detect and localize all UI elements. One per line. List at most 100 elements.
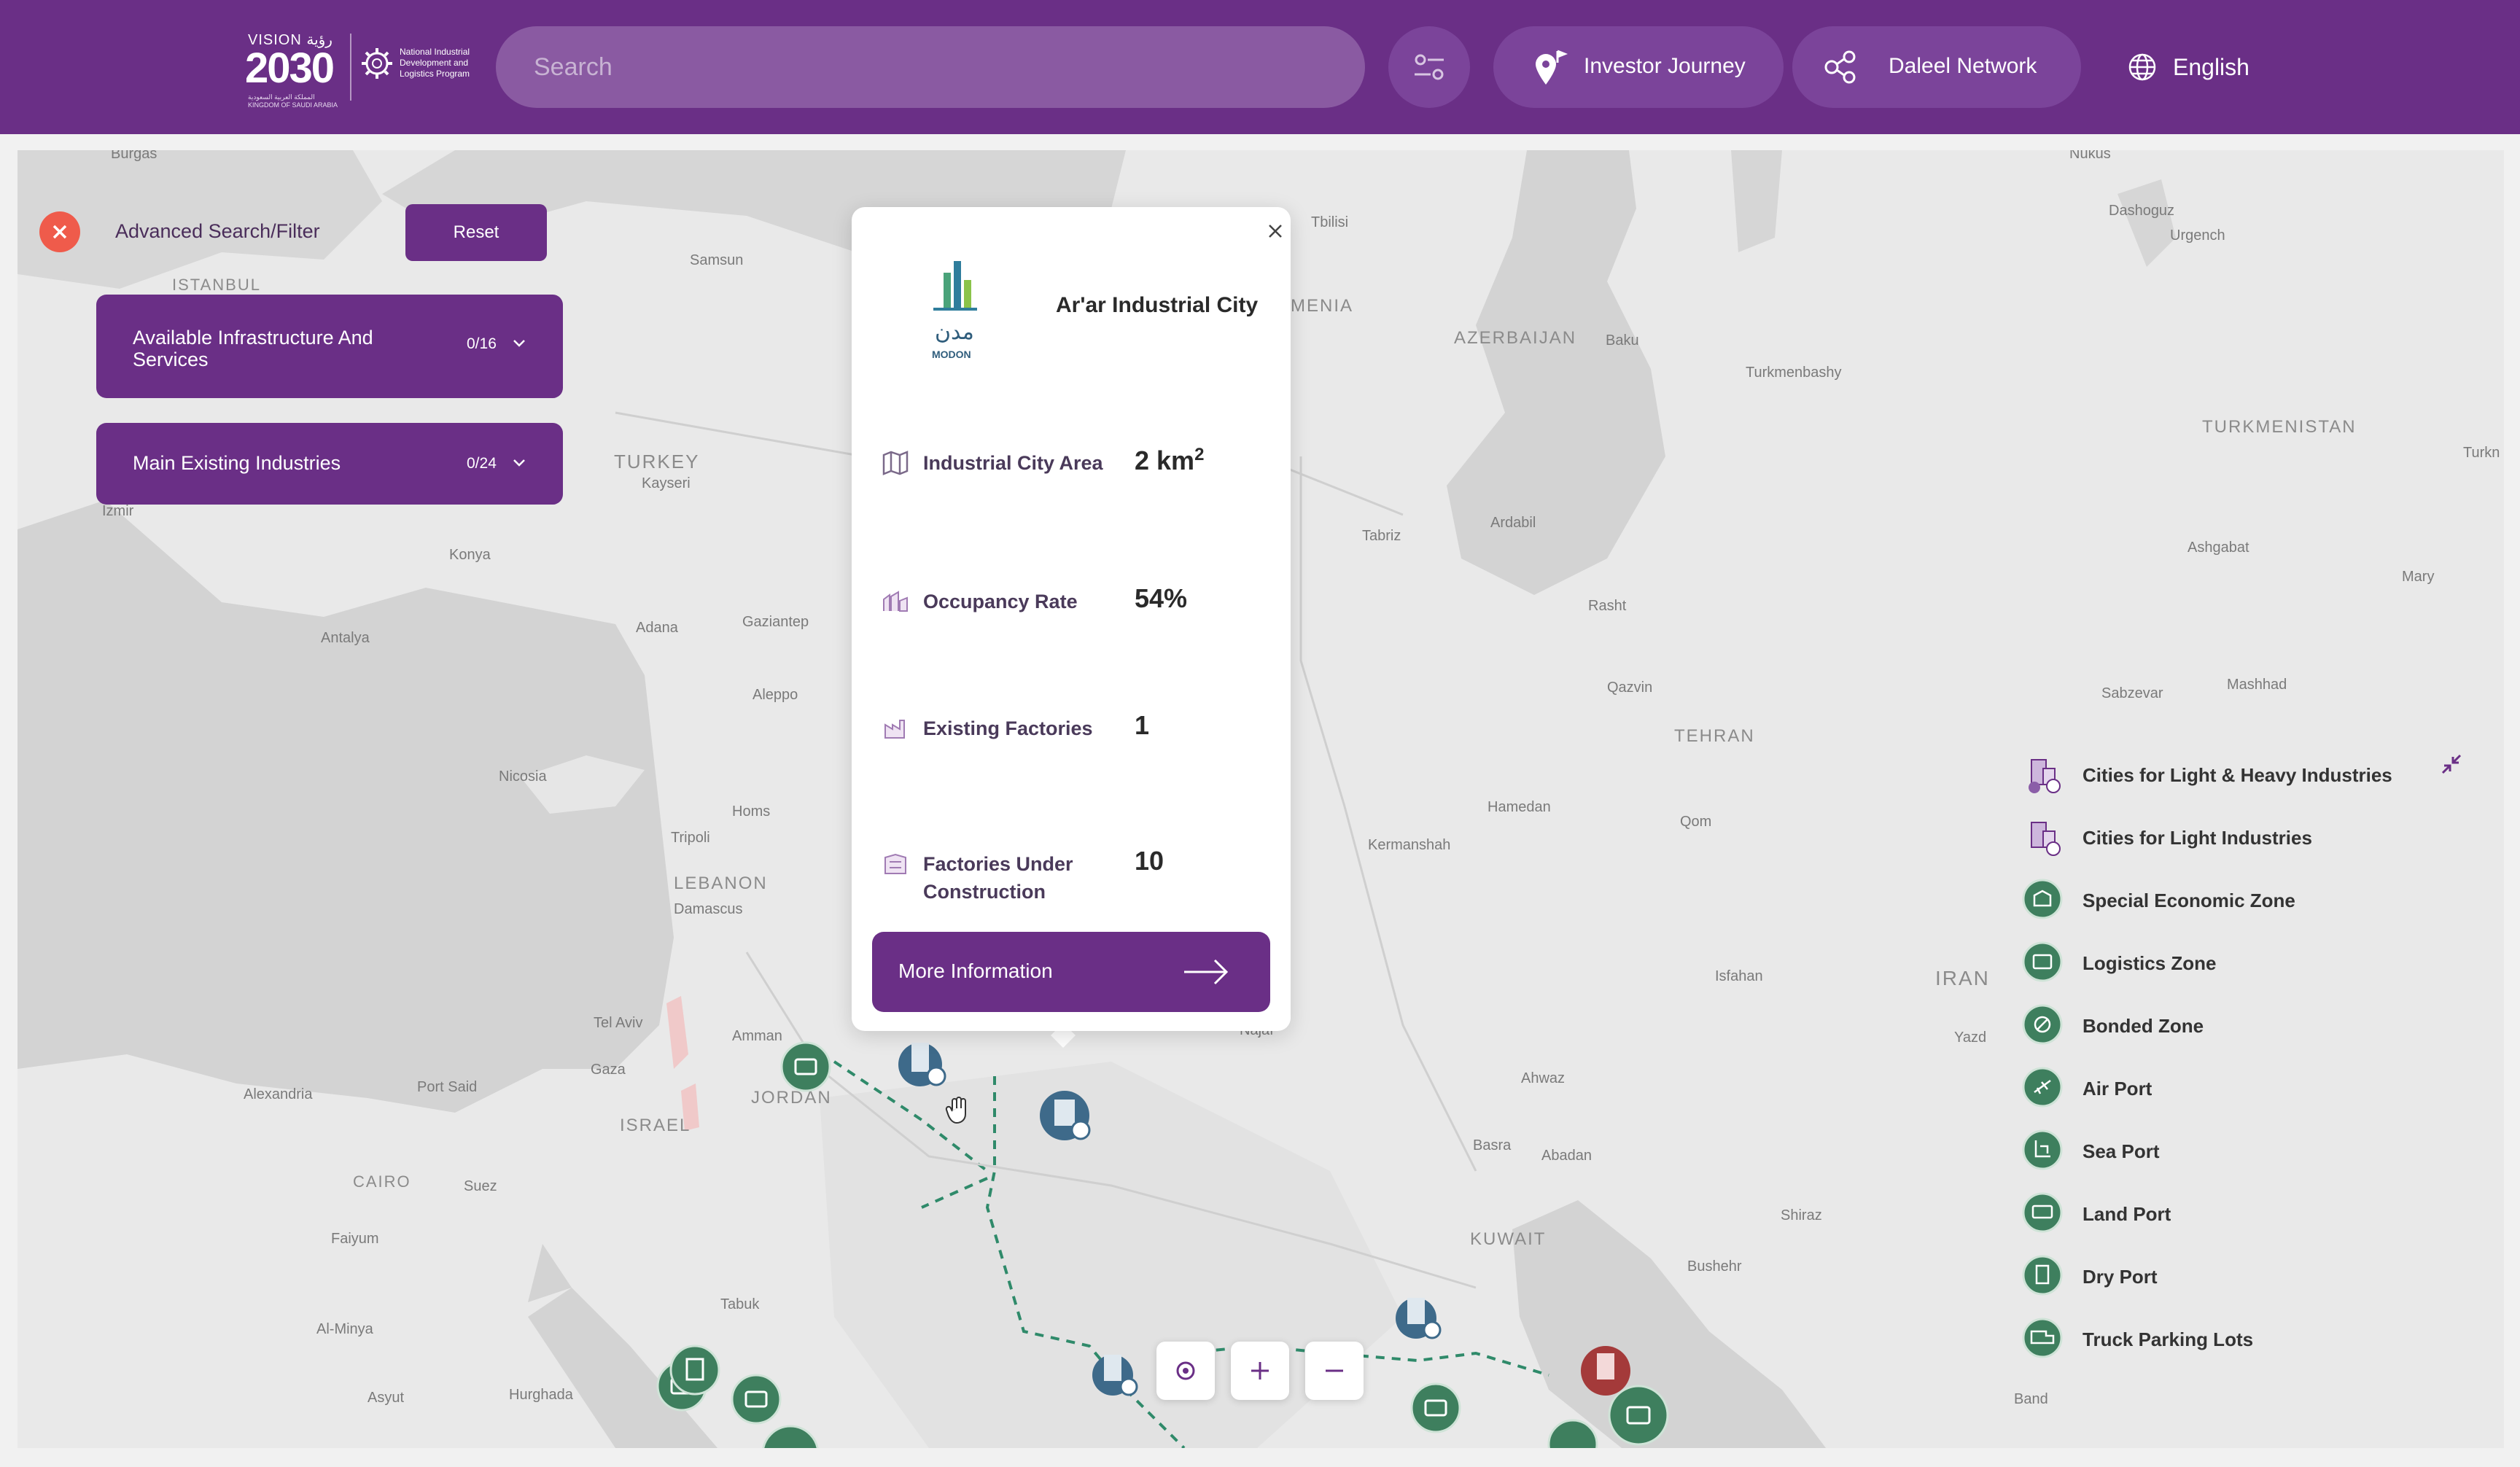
zoom-out-button[interactable] — [1305, 1342, 1364, 1400]
place-kayseri: Kayseri — [642, 475, 691, 491]
place-baku: Baku — [1606, 332, 1639, 349]
place-tabriz: Tabriz — [1362, 528, 1401, 544]
place-nukus: Nukus — [2069, 150, 2111, 162]
place-ardabil: Ardabil — [1490, 515, 1536, 531]
plus-icon — [1251, 1362, 1269, 1380]
place-hamedan: Hamedan — [1488, 799, 1551, 815]
info-row-under-construction-value: 10 — [1135, 846, 1164, 876]
place-israel: ISRAEL — [620, 1116, 691, 1135]
minus-icon — [1326, 1369, 1343, 1372]
legend-label: Bonded Zone — [2082, 1015, 2204, 1037]
info-row-factories-value: 1 — [1135, 710, 1150, 740]
legend-item-bonded-zone[interactable]: Bonded Zone — [2021, 1003, 2430, 1047]
top-navbar: VISION رؤية 2030 المملكة العربية السعودي… — [0, 0, 2520, 134]
logistics-zone-marker[interactable] — [1547, 1419, 1598, 1448]
legend-item-special-economic-zone[interactable]: Special Economic Zone — [2021, 878, 2430, 922]
place-dashoguz: Dashoguz — [2109, 203, 2175, 219]
more-information-button[interactable]: More Information — [872, 932, 1270, 1012]
place-kuwait: KUWAIT — [1470, 1229, 1547, 1249]
daleel-network-label: Daleel Network — [1889, 54, 2037, 78]
logistics-zone-marker[interactable] — [731, 1374, 782, 1425]
info-row-area-value: 2 km2 — [1135, 445, 1205, 475]
close-icon — [52, 225, 67, 239]
industrial-city-marker[interactable] — [892, 1031, 951, 1089]
place-armenia: MENIA — [1291, 296, 1354, 316]
gear-logo-icon — [362, 48, 392, 79]
factory-light-icon — [2031, 822, 2061, 856]
zoom-in-button[interactable] — [1231, 1342, 1289, 1400]
reset-button[interactable]: Reset — [405, 204, 547, 261]
place-rasht: Rasht — [1588, 598, 1627, 614]
place-samsun: Samsun — [690, 252, 744, 268]
search-bar[interactable] — [496, 26, 1365, 108]
network-icon — [1824, 50, 1856, 84]
place-tabuk: Tabuk — [720, 1296, 760, 1312]
map-pin-flag-icon — [1536, 50, 1568, 85]
globe-icon — [2128, 53, 2156, 81]
logistics-zone-marker[interactable] — [1606, 1382, 1671, 1448]
dry-port-marker[interactable] — [669, 1345, 720, 1396]
advanced-search-title: Advanced Search/Filter — [115, 220, 320, 242]
industrial-city-marker[interactable] — [1390, 1288, 1445, 1343]
airport-icon — [2022, 1067, 2063, 1108]
legend-item-sea-port[interactable]: Sea Port — [2021, 1129, 2430, 1172]
accordion-infrastructure[interactable]: Available Infrastructure And Services 0/… — [96, 295, 563, 398]
logistics-zone-marker[interactable] — [780, 1041, 831, 1092]
legend-item-land-port[interactable]: Land Port — [2021, 1191, 2430, 1235]
industrial-city-marker-arar[interactable] — [1037, 1086, 1095, 1145]
vision-logo-top: VISION رؤية — [248, 32, 332, 48]
accordion-industries[interactable]: Main Existing Industries 0/24 — [96, 423, 563, 505]
investor-journey-button[interactable]: Investor Journey — [1493, 26, 1784, 108]
more-information-label: More Information — [898, 960, 1053, 982]
map-icon — [882, 451, 909, 475]
legend-item-air-port[interactable]: Air Port — [2021, 1066, 2430, 1110]
place-izmir: Izmir — [102, 503, 134, 519]
close-filter-button[interactable] — [39, 211, 80, 252]
truck-parking-icon — [2022, 1318, 2063, 1358]
legend-label: Sea Port — [2082, 1140, 2160, 1162]
place-hurghada: Hurghada — [509, 1387, 573, 1403]
place-turkn: Turkn — [2463, 445, 2500, 461]
place-suez: Suez — [464, 1178, 497, 1194]
legend-item-logistics-zone[interactable]: Logistics Zone — [2021, 941, 2430, 984]
filter-toggle-button[interactable] — [1388, 26, 1470, 108]
logistics-zone-icon — [2022, 941, 2063, 982]
legend-item-light[interactable]: Cities for Light Industries — [2021, 815, 2430, 859]
nidlp-logo-text: National Industrial Development and Logi… — [400, 47, 470, 79]
industrial-city-marker-red[interactable] — [1576, 1342, 1635, 1400]
place-lebanon: LEBANON — [674, 873, 768, 893]
dry-port-icon — [2022, 1255, 2063, 1296]
info-row-factories-label: Existing Factories — [923, 717, 1093, 739]
special-economic-zone-icon — [2022, 879, 2063, 919]
factory-icon — [884, 720, 905, 739]
place-shiraz: Shiraz — [1781, 1207, 1822, 1223]
occupancy-icon — [883, 591, 908, 612]
nidlp-logo: National Industrial Development and Logi… — [359, 41, 483, 92]
place-nicosia: Nicosia — [499, 768, 547, 785]
accordion-infrastructure-label: Available Infrastructure And Services — [133, 327, 373, 370]
legend-item-light-heavy[interactable]: Cities for Light & Heavy Industries — [2021, 752, 2430, 796]
place-konya: Konya — [449, 547, 491, 563]
place-iran: IRAN — [1935, 967, 1990, 989]
airport-marker[interactable] — [761, 1425, 820, 1448]
industrial-city-marker[interactable] — [1086, 1345, 1142, 1400]
modon-logo-arabic: مدن — [935, 320, 974, 344]
place-asyut: Asyut — [368, 1390, 405, 1406]
place-adana: Adana — [636, 620, 678, 636]
place-basra: Basra — [1473, 1137, 1512, 1153]
legend-label: Dry Port — [2082, 1266, 2158, 1288]
arrow-right-icon — [1184, 959, 1229, 985]
close-popup-icon[interactable] — [1264, 220, 1286, 242]
search-input[interactable] — [534, 26, 1336, 108]
legend-item-dry-port[interactable]: Dry Port — [2021, 1254, 2430, 1298]
collapse-legend-icon[interactable] — [2438, 751, 2465, 777]
logistics-zone-marker[interactable] — [1410, 1382, 1461, 1433]
investor-journey-label: Investor Journey — [1584, 54, 1746, 78]
map-legend: Cities for Light & Heavy Industries Citi… — [2021, 752, 2459, 1358]
daleel-network-button[interactable]: Daleel Network — [1792, 26, 2081, 108]
info-row-occupancy-label: Occupancy Rate — [923, 591, 1078, 612]
place-alexandria: Alexandria — [244, 1086, 313, 1102]
hand-cursor-icon — [945, 1097, 966, 1124]
locate-button[interactable] — [1156, 1342, 1215, 1400]
legend-item-truck-parking[interactable]: Truck Parking Lots — [2021, 1317, 2430, 1361]
